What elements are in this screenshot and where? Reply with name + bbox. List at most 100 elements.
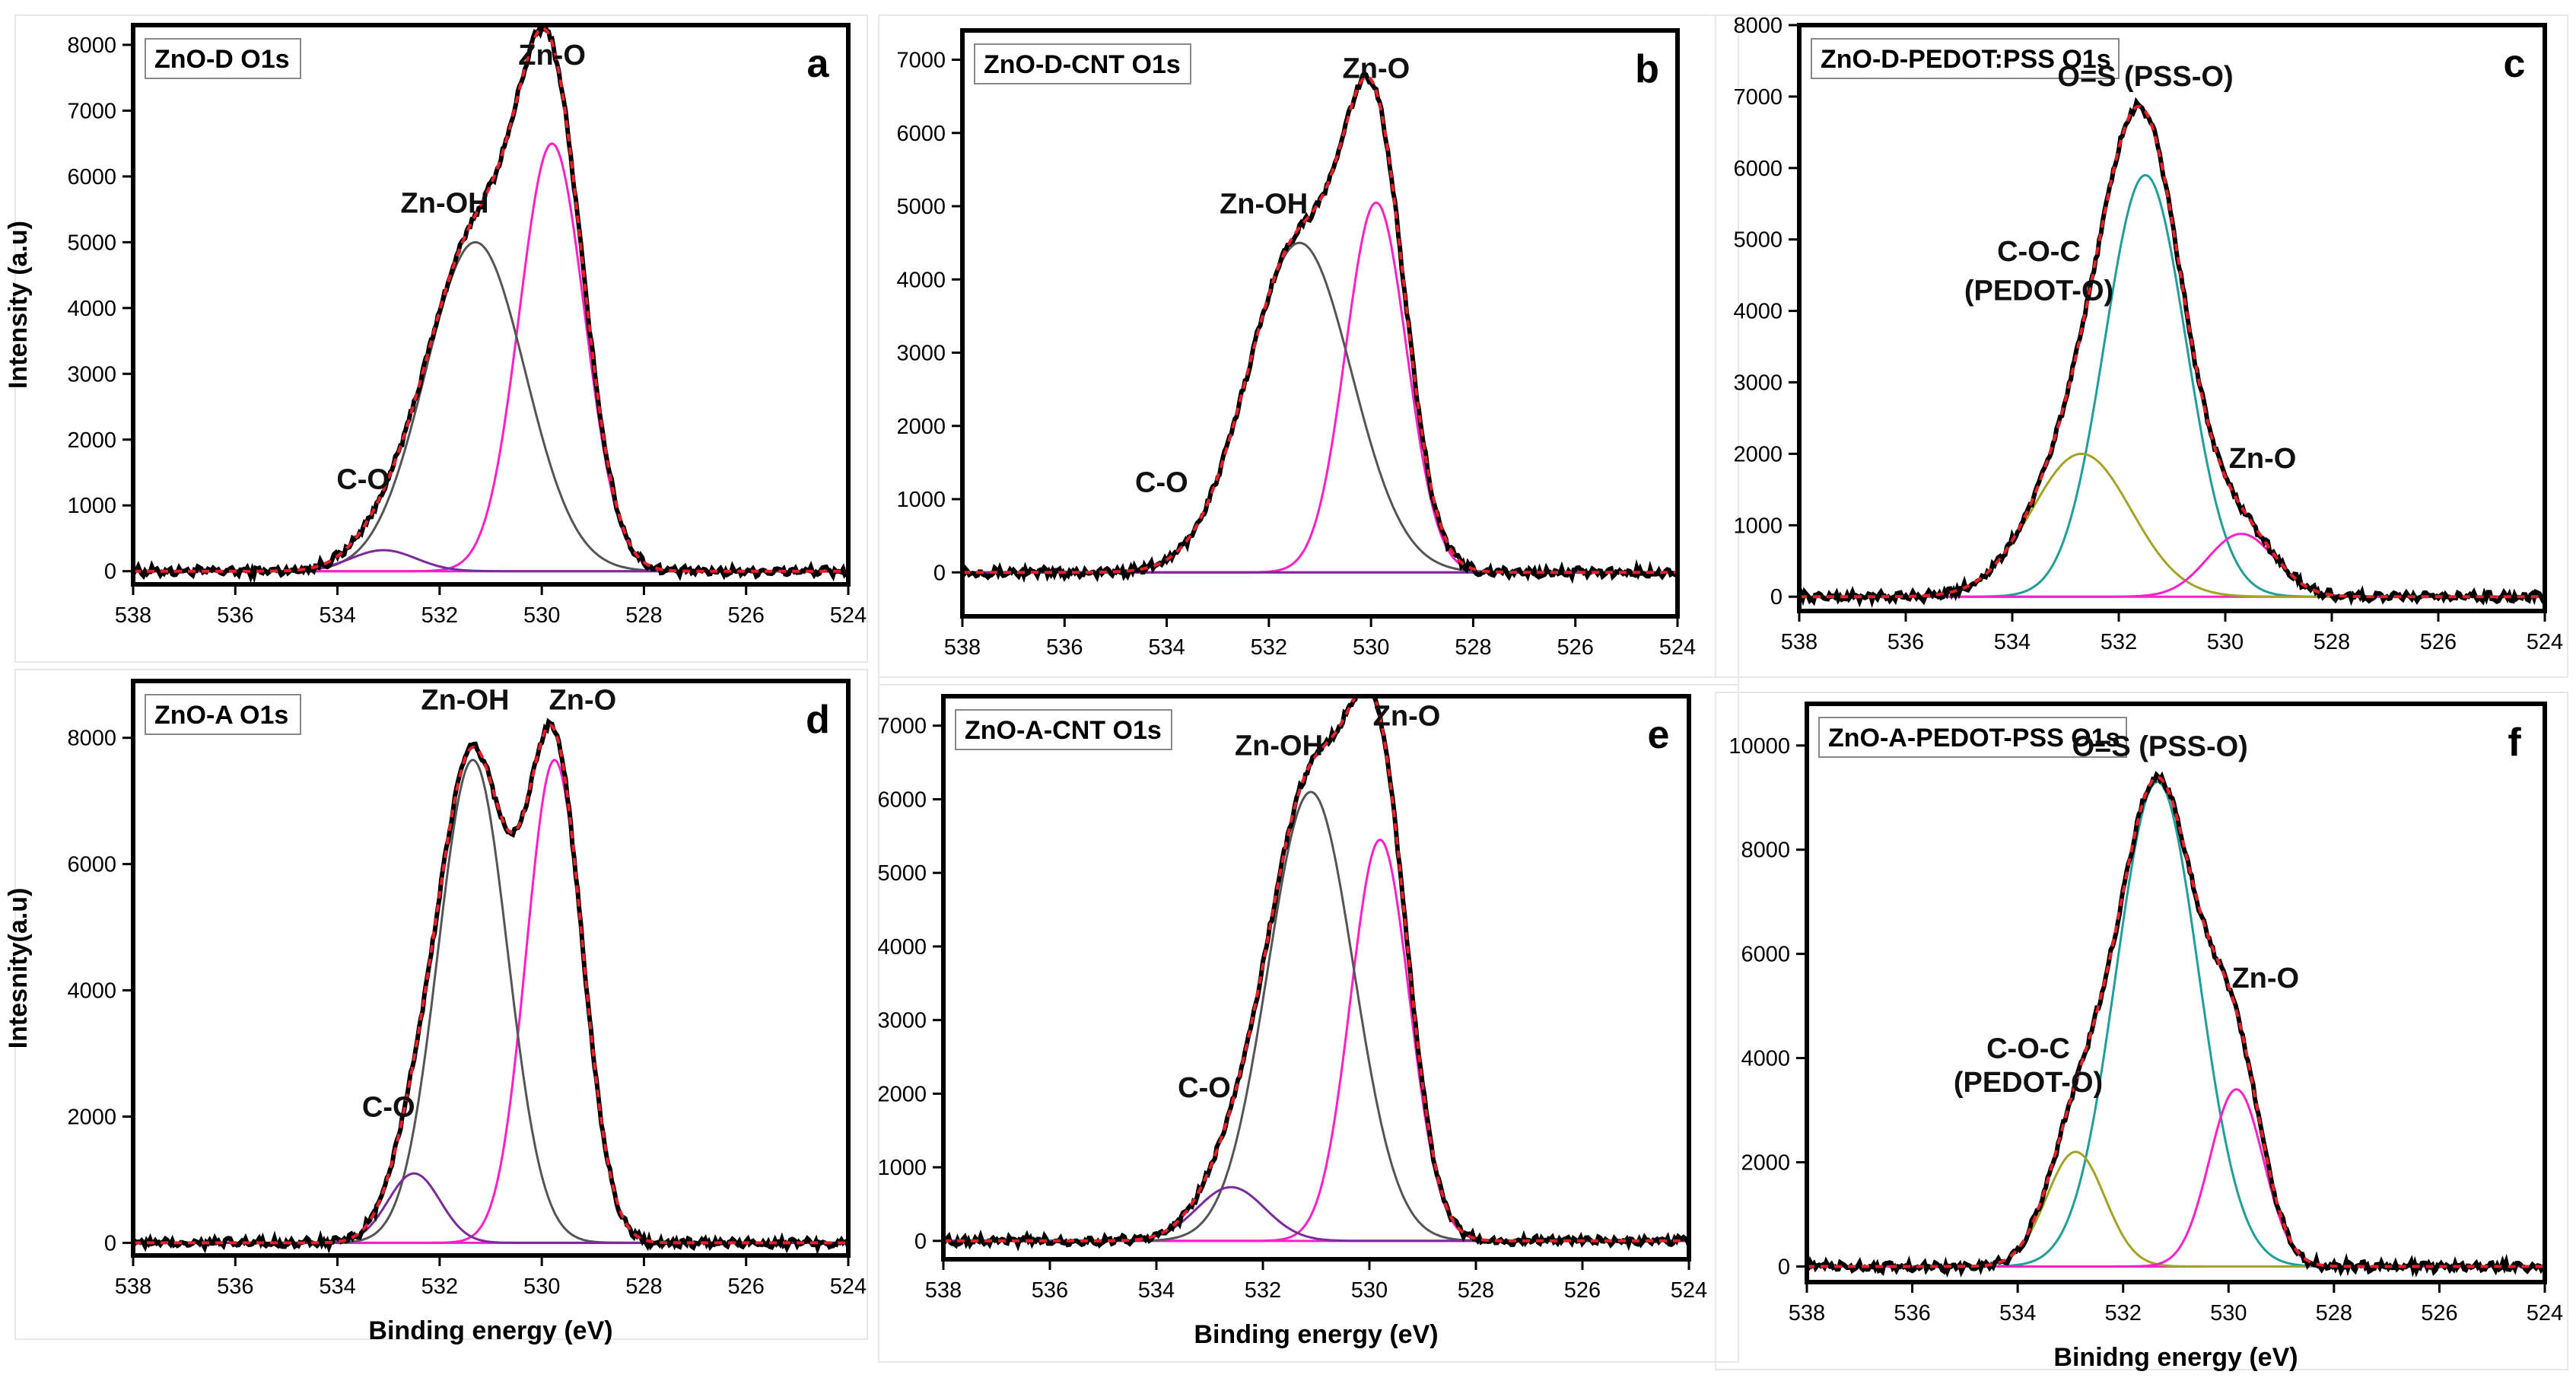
axes-frame (131, 679, 851, 1258)
x-tick-label: 528 (2316, 1301, 2352, 1325)
raw-data-line (133, 25, 848, 584)
y-tick-label: 0 (104, 560, 116, 584)
x-tick-label: 538 (115, 1274, 151, 1299)
x-tick-label: 528 (625, 603, 662, 628)
peak-annotation: Zn-O (1343, 53, 1410, 85)
chart-title: ZnO-D-CNT O1s (984, 50, 1181, 79)
y-tick-label: 3000 (67, 362, 116, 387)
chart-panel-f: 538 536 534 532 530 528 526 524 0 2000 4000 6000 800… (1715, 692, 2568, 1372)
series-zn-oh-line (133, 240, 848, 573)
y-tick-label: 4000 (67, 979, 116, 1004)
chart-panel-d: 538 536 534 532 530 528 526 524 0 2000 4000 6000 800… (4, 669, 868, 1345)
x-tick-label: 526 (1557, 635, 1594, 660)
y-tick-label: 1000 (877, 1156, 927, 1180)
raw-data-line (943, 696, 1689, 1252)
x-tick-label: 528 (1455, 635, 1491, 660)
y-tick-label: 5000 (67, 231, 116, 255)
x-tick-label: 524 (830, 1274, 867, 1299)
peak-annotation: Zn-OH (1220, 189, 1308, 221)
peak-annotation: Zn-OH (401, 187, 489, 219)
chart-title: ZnO-A-CNT O1s (965, 716, 1162, 745)
series-zn-o-line (962, 201, 1678, 574)
chart-title: ZnO-D-PEDOT:PSS O1s (1821, 45, 2111, 74)
chart-title: ZnO-A-PEDOT-PSS O1s (1828, 724, 2120, 753)
y-axis-label: Intesnity(a.u) (4, 888, 33, 1049)
panel-outline (1715, 14, 2568, 678)
raw-data-line (133, 718, 848, 1255)
plot-area (133, 718, 848, 1255)
plot-area (133, 25, 848, 584)
chart-title-box (974, 43, 1191, 84)
y-tick-label: 6000 (67, 853, 116, 877)
y-tick-label: 5000 (877, 861, 927, 886)
y-tick-label: 0 (104, 1231, 116, 1255)
plot-area (962, 70, 1678, 584)
series-o-s-pss-o--line (1807, 781, 2545, 1268)
panel-outline (878, 676, 1739, 1363)
series-zn-o-line (943, 838, 1689, 1243)
x-tick-label: 536 (1894, 1301, 1930, 1325)
panel-letter: f (2508, 721, 2521, 765)
y-tick-label: 4000 (67, 297, 116, 321)
x-tick-label: 532 (2105, 1301, 2142, 1325)
envelope-fit-line (1807, 775, 2545, 1268)
x-tick-label: 530 (2210, 1301, 2247, 1325)
chart-panel-b: 538 536 534 532 530 528 526 524 0 1000 2000 3000 400… (878, 14, 1739, 686)
y-tick-label: 4000 (896, 268, 946, 292)
peak-annotation: C-O-C (1997, 236, 2081, 268)
x-axis-label: Binidng energy (eV) (2053, 1343, 2298, 1372)
envelope-fit-line (962, 75, 1678, 574)
peak-annotation: C-O (362, 1091, 415, 1123)
x-tick-label: 536 (1887, 630, 1924, 654)
x-tick-label: 532 (1251, 635, 1287, 660)
x-tick-label: 524 (1671, 1278, 1707, 1303)
panel-letter: d (806, 698, 830, 742)
series-o-s-pss-o--line (1799, 173, 2545, 598)
x-tick-label: 530 (523, 603, 560, 628)
axes-frame (960, 28, 1680, 619)
series-zn-o-line (1807, 1088, 2545, 1268)
x-axis-label: Binding energy (eV) (1194, 1320, 1438, 1349)
peak-annotation: C-O-C (1986, 1033, 2070, 1065)
y-tick-label: 6000 (896, 122, 946, 146)
y-tick-label: 3000 (877, 1009, 927, 1033)
y-tick-label: 1000 (1733, 514, 1783, 538)
y-tick-label: 0 (933, 561, 946, 585)
y-tick-label: 7000 (1733, 85, 1783, 110)
y-tick-label: 8000 (67, 33, 116, 58)
peak-annotation: Zn-O (549, 684, 617, 716)
x-tick-label: 528 (1458, 1278, 1494, 1303)
plot-area (1807, 770, 2545, 1278)
series-zn-oh-line (943, 791, 1689, 1243)
x-tick-label: 534 (1148, 635, 1185, 660)
x-tick-label: 526 (2420, 630, 2457, 654)
x-tick-label: 530 (523, 1274, 560, 1299)
panel-letter: b (1635, 47, 1659, 91)
y-tick-label: 0 (1770, 585, 1783, 609)
y-tick-label: 8000 (67, 727, 116, 751)
y-tick-label: 0 (914, 1230, 927, 1254)
panel-outline (878, 14, 1739, 686)
y-tick-label: 2000 (1741, 1151, 1790, 1176)
panel-letter: c (2504, 42, 2526, 86)
y-tick-label: 6000 (1733, 157, 1783, 181)
raw-data-line (1807, 770, 2545, 1278)
x-tick-label: 536 (1032, 1278, 1068, 1303)
raw-data-line (1799, 97, 2545, 608)
chart-title-box (1811, 38, 2120, 79)
y-tick-label: 7000 (877, 714, 927, 739)
y-tick-label: 8000 (1733, 14, 1783, 38)
x-tick-label: 528 (2314, 630, 2350, 654)
x-tick-label: 530 (1353, 635, 1389, 660)
x-tick-label: 538 (115, 603, 151, 628)
y-tick-label: 6000 (1741, 943, 1790, 967)
x-tick-label: 524 (2527, 630, 2563, 654)
peak-annotation: O=S (PSS-O) (2057, 61, 2233, 93)
chart-title: ZnO-D O1s (154, 45, 290, 74)
y-tick-label: 2000 (67, 428, 116, 453)
y-tick-label: 6000 (877, 788, 927, 812)
series-zn-o-line (133, 759, 848, 1244)
y-tick-label: 3000 (896, 342, 946, 366)
y-tick-label: 4000 (877, 935, 927, 959)
